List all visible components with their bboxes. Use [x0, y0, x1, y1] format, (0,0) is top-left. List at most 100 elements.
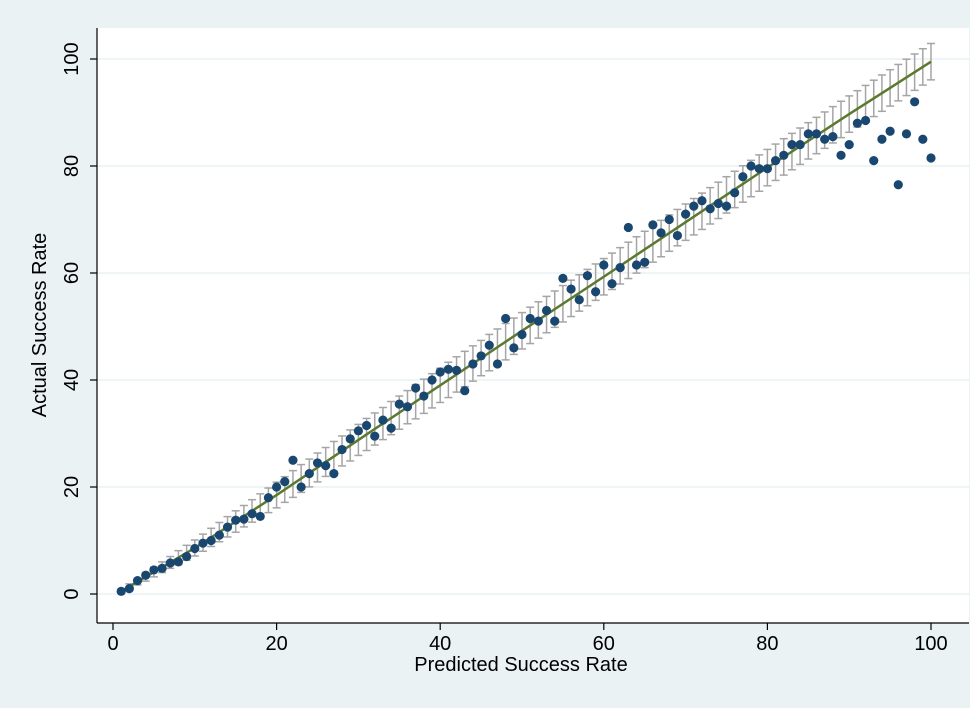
- data-point: [165, 558, 175, 568]
- data-point: [787, 140, 797, 150]
- data-point: [656, 228, 666, 238]
- data-point: [697, 196, 707, 206]
- data-point: [124, 584, 134, 594]
- data-point: [811, 129, 822, 139]
- x-tick-label: 100: [914, 633, 947, 655]
- data-point: [893, 180, 903, 190]
- data-point: [386, 423, 396, 433]
- data-point: [435, 367, 445, 377]
- data-point: [820, 134, 830, 144]
- data-point: [378, 415, 388, 425]
- y-tick-label: 20: [61, 476, 83, 498]
- x-tick-label: 40: [429, 633, 451, 655]
- data-point: [509, 343, 519, 353]
- data-point: [263, 493, 274, 503]
- data-point: [280, 477, 290, 487]
- data-point: [713, 198, 723, 209]
- data-point: [214, 530, 224, 540]
- data-point: [599, 260, 609, 270]
- data-point: [190, 543, 200, 554]
- data-point: [689, 201, 699, 211]
- data-point: [623, 222, 633, 233]
- data-point: [222, 522, 233, 532]
- data-point: [746, 161, 756, 171]
- data-point: [803, 129, 813, 139]
- data-point: [272, 482, 282, 492]
- data-point: [869, 156, 879, 166]
- data-point: [427, 375, 437, 385]
- data-point: [901, 129, 912, 139]
- data-point: [353, 426, 363, 436]
- data-point: [574, 295, 584, 305]
- data-point: [541, 305, 552, 316]
- y-tick-label: 0: [61, 588, 83, 599]
- data-points: [116, 97, 936, 596]
- data-point: [770, 156, 781, 166]
- data-point: [730, 188, 740, 198]
- x-tick-label: 80: [756, 633, 778, 655]
- data-point: [492, 359, 503, 369]
- data-point: [672, 230, 683, 241]
- data-point: [918, 134, 928, 144]
- data-point: [836, 150, 846, 160]
- y-axis-title: Actual Success Rate: [29, 233, 51, 418]
- data-point: [550, 316, 560, 326]
- data-point: [795, 140, 805, 150]
- data-point: [411, 383, 421, 393]
- data-point: [345, 434, 355, 444]
- data-point: [910, 97, 920, 107]
- data-point: [852, 118, 862, 128]
- data-point: [721, 201, 732, 211]
- data-point: [460, 386, 470, 396]
- data-point: [419, 391, 429, 401]
- data-point: [239, 514, 249, 524]
- data-point: [885, 126, 895, 136]
- data-point: [247, 509, 257, 519]
- data-point: [533, 316, 543, 326]
- data-point: [476, 351, 486, 361]
- data-point: [132, 576, 143, 586]
- data-point: [312, 458, 323, 468]
- data-point: [337, 444, 347, 455]
- y-tick-label: 40: [61, 369, 83, 391]
- data-point: [705, 204, 715, 214]
- data-point: [255, 511, 265, 522]
- data-point: [501, 313, 511, 324]
- data-point: [615, 263, 625, 273]
- x-axis-ticks: 0 20 40 60 80 100: [107, 623, 948, 655]
- data-point: [182, 551, 192, 562]
- data-point: [157, 563, 167, 573]
- x-tick-label: 20: [265, 633, 287, 655]
- data-point: [566, 284, 576, 294]
- gridlines: [97, 58, 969, 595]
- data-point: [321, 461, 331, 471]
- data-point: [754, 164, 764, 174]
- data-point: [779, 150, 789, 160]
- data-point: [762, 164, 773, 174]
- data-point: [468, 359, 478, 369]
- data-point: [329, 469, 339, 479]
- data-point: [844, 140, 854, 150]
- data-point: [370, 431, 380, 441]
- y-axis-ticks: 0 20 40 60 80 100: [61, 42, 97, 600]
- data-point: [451, 365, 462, 375]
- data-point: [141, 570, 151, 580]
- data-point: [648, 220, 658, 230]
- data-point: [582, 271, 593, 281]
- data-point: [640, 257, 650, 267]
- x-tick-label: 0: [107, 633, 118, 655]
- data-point: [558, 273, 568, 283]
- data-point: [231, 515, 241, 525]
- data-point: [681, 209, 691, 219]
- plot-area: [97, 28, 969, 623]
- data-point: [517, 329, 527, 340]
- data-point: [877, 134, 887, 144]
- data-point: [198, 538, 208, 548]
- data-point: [443, 364, 453, 374]
- data-point: [296, 482, 306, 492]
- data-point: [394, 399, 404, 409]
- x-tick-label: 60: [593, 633, 615, 655]
- data-point: [206, 535, 216, 546]
- data-point: [149, 565, 159, 575]
